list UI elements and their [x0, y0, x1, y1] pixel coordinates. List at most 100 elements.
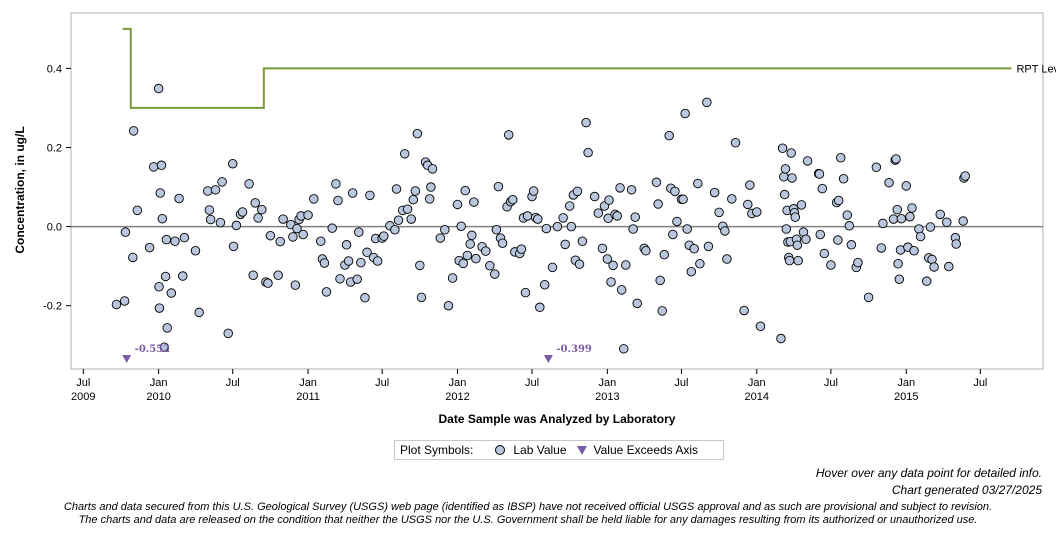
lab-value-point — [485, 261, 495, 271]
lab-value-point — [566, 221, 577, 232]
lab-value-point — [720, 226, 730, 236]
lab-value-point — [894, 274, 905, 284]
lab-value-point — [179, 232, 190, 243]
lab-value-point — [958, 216, 968, 226]
lab-value-point — [659, 249, 670, 260]
lab-value-point — [190, 245, 201, 256]
lab-value-point — [465, 239, 475, 249]
lab-value-point — [863, 292, 874, 303]
lab-value-point — [572, 186, 583, 197]
disclaimer-line-1: Charts and data secured from this U.S. G… — [63, 501, 993, 513]
lab-value-point — [745, 180, 755, 190]
lab-value-point — [309, 194, 319, 204]
legend-label-lab-value: Lab Value — [513, 443, 567, 457]
lab-value-point — [223, 328, 233, 339]
lab-value-point — [217, 177, 227, 187]
lab-value-point — [790, 212, 801, 222]
lab-value-point — [703, 241, 714, 252]
lab-value-point — [292, 223, 302, 234]
hover-info-text: Hover over any data point for detailed i… — [815, 466, 1042, 480]
lab-value-point — [408, 194, 419, 205]
lab-value-point — [672, 216, 682, 227]
y-tick-label: -0.2 — [43, 301, 62, 313]
lab-value-point — [618, 344, 629, 354]
lab-value-point — [893, 259, 903, 269]
lab-value-point — [693, 178, 703, 189]
lab-value-point — [793, 255, 803, 266]
lab-value-point — [535, 302, 545, 313]
lab-value-point — [257, 204, 267, 215]
lab-value-point — [616, 285, 627, 295]
x-tick-month-label: Jul — [76, 377, 90, 389]
lab-value-point — [194, 307, 204, 318]
lab-value-point — [497, 238, 508, 248]
lab-value-point — [560, 239, 570, 250]
lab-value-point — [833, 235, 843, 245]
lab-value-point — [651, 177, 662, 188]
lab-value-point — [456, 221, 466, 231]
lab-value-point — [469, 197, 479, 207]
y-axis-title: Concentration, in ug/L — [13, 126, 27, 253]
lab-value-point — [503, 130, 514, 140]
lab-value-point — [615, 183, 625, 193]
lab-value-point — [541, 223, 552, 234]
lab-value-point — [128, 126, 139, 136]
lab-value-point — [520, 287, 531, 298]
lab-value-point — [412, 128, 423, 139]
lab-value-point — [372, 256, 383, 266]
lab-value-point — [583, 147, 593, 158]
disclaimer-line-2: The charts and data are released on the … — [78, 514, 978, 526]
lab-value-point — [743, 199, 753, 210]
lab-value-point — [440, 225, 450, 235]
lab-value-point — [888, 214, 899, 224]
x-tick-year-label: 2014 — [745, 391, 769, 403]
lab-value-point — [467, 230, 477, 241]
exceeds-value-label: -0.552 — [135, 344, 171, 355]
lab-value-point — [120, 227, 131, 237]
legend-title: Plot Symbols: — [400, 443, 474, 457]
legend-item-lab-value: Lab Value — [495, 443, 567, 457]
lab-value-point — [641, 245, 651, 256]
lab-value-point — [602, 254, 613, 264]
exceeds-value-label: -0.399 — [556, 344, 592, 355]
lab-value-point — [670, 186, 680, 197]
x-tick-month-label: Jan — [748, 377, 766, 389]
lab-value-point — [606, 277, 616, 287]
lab-value-point — [228, 241, 239, 252]
lab-value-point — [781, 224, 792, 234]
lab-value-point — [682, 224, 692, 234]
lab-value-point — [390, 225, 400, 235]
lab-value-point — [581, 117, 591, 128]
lab-value-point — [508, 194, 518, 205]
lab-value-point — [426, 182, 436, 192]
lab-value-point — [680, 108, 690, 119]
lab-value-point — [944, 261, 954, 272]
lab-value-point — [128, 252, 138, 263]
lab-value-point — [144, 242, 155, 253]
lab-value-point — [352, 274, 362, 284]
lab-value-point — [802, 156, 813, 166]
lab-value-point — [884, 177, 894, 188]
lab-value-circle-icon — [495, 445, 506, 455]
lab-value-point — [244, 179, 254, 189]
lab-value-point — [288, 232, 298, 242]
lab-value-point — [275, 236, 285, 247]
lab-value-point — [157, 213, 168, 224]
legend-label-exceeds: Value Exceeds Axis — [593, 443, 699, 457]
lab-value-point — [278, 214, 288, 224]
lab-value-point — [119, 296, 130, 306]
y-tick-label: 0.4 — [47, 63, 62, 75]
lab-value-point — [402, 204, 413, 214]
lab-value-point — [925, 222, 936, 232]
lab-value-point — [316, 236, 326, 246]
lab-value-point — [522, 211, 533, 221]
lab-value-point — [237, 207, 248, 217]
lab-value-point — [393, 215, 404, 226]
x-tick-month-label: Jan — [598, 377, 616, 389]
lab-value-point — [204, 205, 215, 215]
lab-value-point — [215, 217, 226, 228]
x-tick-year-label: 2009 — [71, 391, 95, 403]
lab-value-point — [564, 201, 575, 211]
x-tick-month-label: Jan — [449, 377, 467, 389]
lab-value-point — [780, 164, 791, 174]
